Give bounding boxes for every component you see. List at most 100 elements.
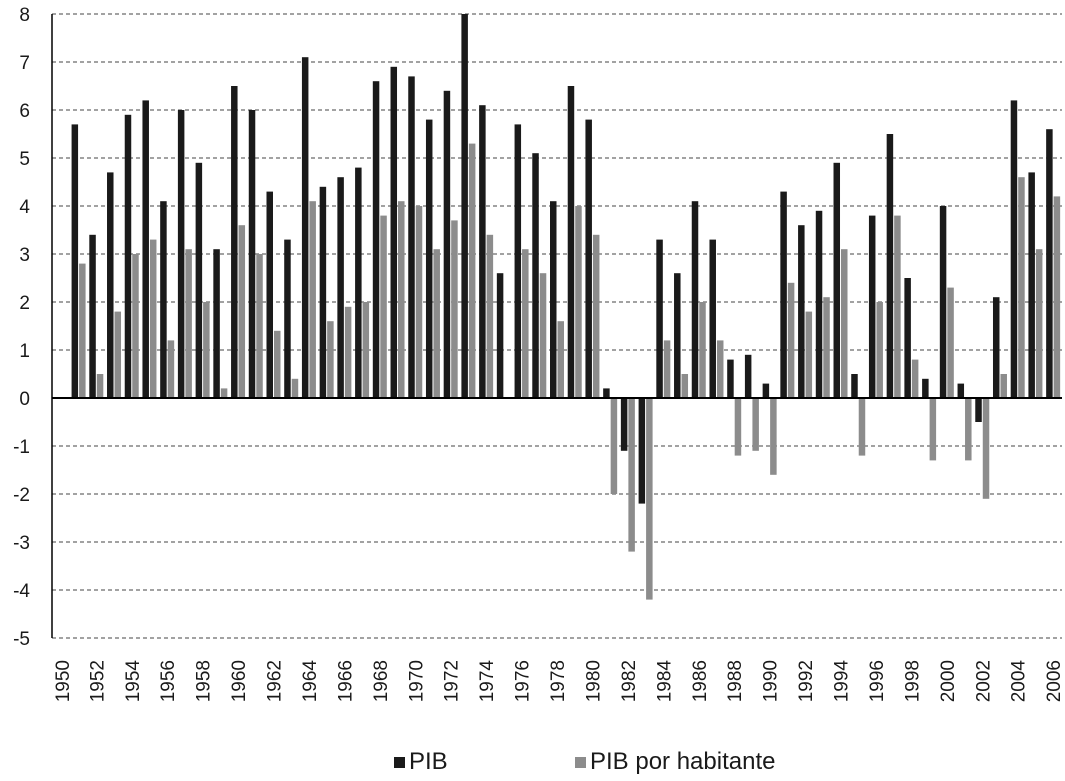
bar-pib-por-habitante <box>167 340 175 398</box>
x-tick-label: 1972 <box>442 660 463 702</box>
bar-pib <box>939 206 947 398</box>
bar-pib <box>1010 100 1018 399</box>
bar-pib-por-habitante <box>398 201 405 398</box>
bar-pib <box>603 388 610 398</box>
bar-pib <box>744 354 752 398</box>
y-tick-label: -5 <box>13 629 30 650</box>
bar-pib <box>922 378 929 398</box>
bar-pib <box>514 124 522 399</box>
bar-pib-por-habitante <box>256 254 263 398</box>
bar-pib <box>142 100 149 399</box>
bar-pib-por-habitante <box>451 220 458 398</box>
bar-pib <box>195 162 203 398</box>
bar-pib-por-habitante <box>663 340 671 398</box>
bar-pib <box>691 201 699 398</box>
bar-pib <box>1046 129 1053 398</box>
y-tick-label: -1 <box>13 437 30 458</box>
legend: PIB PIB por habitante <box>0 748 1065 778</box>
bar-pib-por-habitante <box>415 206 423 398</box>
x-tick-label: 1962 <box>265 660 286 702</box>
bar-pib-por-habitante <box>1000 374 1007 398</box>
bar-pib-por-habitante <box>575 206 582 398</box>
x-tick-label: 1956 <box>158 660 179 702</box>
y-tick-label: 2 <box>19 293 30 314</box>
bar-pib <box>337 177 344 398</box>
bar-pib <box>425 119 433 398</box>
x-tick-label: 1986 <box>690 660 711 702</box>
x-tick-label: 1964 <box>300 660 321 703</box>
bar-pib <box>496 273 504 398</box>
bar-pib-por-habitante <box>770 398 777 475</box>
bar-pib <box>213 249 220 398</box>
bar-pib-por-habitante <box>309 201 316 398</box>
bar-pib-por-habitante <box>79 263 86 398</box>
bar-pib-por-habitante <box>894 215 901 398</box>
bar-pib <box>301 57 309 398</box>
bar-pib <box>461 14 468 398</box>
bar-pib-por-habitante <box>1053 196 1061 398</box>
bar-pib-por-habitante <box>947 287 954 398</box>
legend-item-pib: PIB <box>394 748 448 776</box>
bar-pib <box>355 167 362 398</box>
bar-pib-por-habitante <box>557 321 564 398</box>
x-tick-label: 1982 <box>619 660 640 702</box>
bar-pib <box>1028 172 1035 398</box>
y-tick-label: 3 <box>19 245 30 266</box>
bar-pib <box>833 162 841 398</box>
y-tick-label: -4 <box>13 581 30 602</box>
bar-pib-por-habitante <box>433 249 440 398</box>
x-tick-label: 1952 <box>87 660 108 702</box>
bar-pib-por-habitante <box>982 398 990 499</box>
y-tick-label: 1 <box>19 341 30 362</box>
bar-pib <box>674 273 681 398</box>
bar-pib <box>868 215 876 398</box>
bar-pib-por-habitante <box>787 282 795 398</box>
y-axis-ticks: 8 7 6 5 4 3 2 1 0 -1 -2 -3 -4 -5 <box>13 5 30 650</box>
bar-pib-por-habitante <box>220 388 228 398</box>
y-tick-label: -2 <box>13 485 30 506</box>
bar-pib-por-habitante <box>858 398 866 456</box>
x-tick-label: 1990 <box>761 660 782 702</box>
bar-pib <box>815 210 823 398</box>
bar-pib <box>585 119 592 398</box>
bar-pib-por-habitante <box>114 311 122 398</box>
legend-item-pib-por-habitante: PIB por habitante <box>575 748 775 776</box>
bar-pib <box>904 278 911 398</box>
bar-pib <box>550 201 557 398</box>
bar-pib-por-habitante <box>486 234 494 398</box>
x-tick-label: 1978 <box>548 660 569 702</box>
bar-pib <box>160 201 167 398</box>
y-tick-label: 6 <box>19 101 30 122</box>
x-tick-label: 1970 <box>406 660 427 702</box>
bar-pib-por-habitante <box>1018 177 1025 398</box>
bar-pib-por-habitante <box>362 302 370 398</box>
bar-pib <box>532 153 539 398</box>
gridlines <box>52 13 1062 639</box>
bar-pib <box>780 191 787 398</box>
x-tick-label: 1992 <box>796 660 817 702</box>
bar-pib <box>479 105 486 398</box>
bar-pib-por-habitante <box>380 215 387 398</box>
x-tick-label: 1954 <box>123 660 144 703</box>
bar-pib-por-habitante <box>1035 249 1043 398</box>
bar-pib <box>124 114 132 399</box>
bar-pib <box>266 191 273 398</box>
legend-swatch-pib-por-habitante <box>575 756 586 768</box>
legend-label-pib: PIB <box>409 748 448 775</box>
x-tick-label: 1966 <box>335 660 356 702</box>
bars <box>71 14 1061 600</box>
bar-pib-por-habitante <box>468 143 476 398</box>
bar-pib-por-habitante <box>911 359 919 398</box>
y-tick-label: 7 <box>19 53 30 74</box>
bar-pib <box>620 398 628 451</box>
bar-pib-por-habitante <box>96 374 104 398</box>
bar-pib-por-habitante <box>628 398 635 552</box>
x-tick-label: 1974 <box>477 660 498 703</box>
bar-pib <box>638 398 646 504</box>
bar-pib <box>975 398 982 422</box>
x-tick-label: 1980 <box>583 660 604 702</box>
bar-pib <box>656 239 663 398</box>
bar-pib-por-habitante <box>327 321 334 398</box>
bar-pib-por-habitante <box>752 398 759 451</box>
x-tick-label: 1950 <box>53 660 74 702</box>
